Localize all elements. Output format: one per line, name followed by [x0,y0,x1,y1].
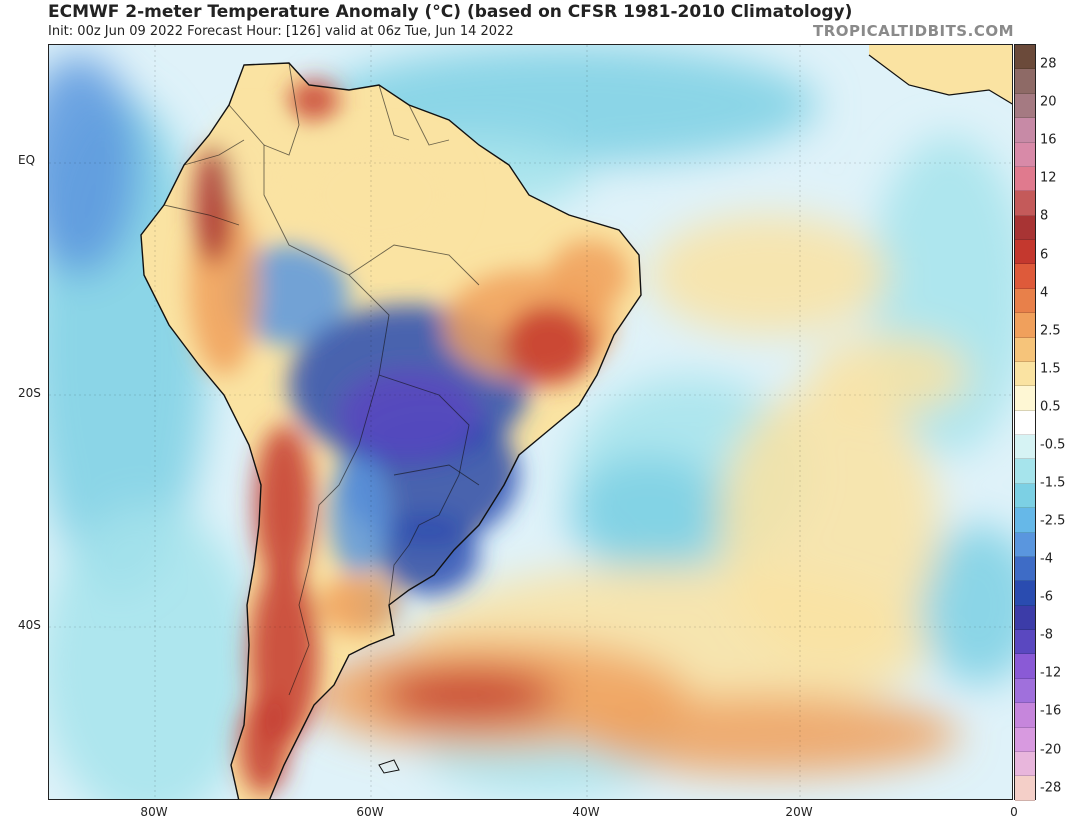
colorbar-label: -20 [1040,742,1062,758]
colorbar-segment [1015,703,1035,728]
colorbar-segment [1015,435,1035,460]
colorbar-segment [1015,776,1035,801]
lon-label-80w: 80W [140,805,168,819]
colorbar-label: -8 [1040,627,1053,643]
colorbar-label: 2.5 [1040,323,1061,339]
colorbar-segment [1015,532,1035,557]
colorbar-label: 1.5 [1040,361,1061,377]
colorbar-segment [1015,459,1035,484]
colorbar-label: -12 [1040,665,1062,681]
colorbar-segment [1015,508,1035,533]
colorbar-segment [1015,361,1035,387]
lon-label-0: 0 [1010,805,1018,819]
country-borders [163,62,480,696]
colorbar-segment [1015,556,1035,582]
colorbar-segment [1015,678,1035,704]
colorbar-label: -1.5 [1040,475,1066,491]
colorbar-segment [1015,727,1035,752]
lat-label-40s: 40S [18,618,41,632]
colorbar-segment [1015,69,1035,94]
colorbar-segment [1015,386,1035,411]
colorbar-label: 6 [1040,247,1049,263]
lon-label-60w: 60W [356,805,384,819]
colorbar-label: 12 [1040,170,1057,186]
colorbar-segment [1015,215,1035,240]
colorbar-segment [1015,654,1035,679]
south-america-anomaly [140,45,1012,799]
colorbar-label: 16 [1040,132,1057,148]
forecast-info: Init: 00z Jun 09 2022 Forecast Hour: [12… [48,24,514,39]
lat-label-20s: 20S [18,386,41,400]
lat-label-eq: EQ [18,153,36,167]
colorbar-segment [1015,264,1035,289]
colorbar-segment [1015,605,1035,630]
colorbar-label: -28 [1040,780,1062,796]
map-gridlines [49,45,1012,799]
site-credit: TROPICALTIDBITS.COM [813,22,1014,40]
colorbar-label: 28 [1040,56,1057,72]
lon-label-40w: 40W [572,805,600,819]
colorbar-segment [1015,630,1035,655]
colorbar-segment [1015,410,1035,435]
chart-title: ECMWF 2-meter Temperature Anomaly (°C) (… [48,2,853,22]
colorbar-segment [1015,337,1035,362]
colorbar-label: 4 [1040,285,1049,301]
colorbar-segment [1015,313,1035,338]
colorbar-label: -16 [1040,703,1062,719]
colorbar-label: 8 [1040,208,1049,224]
colorbar-label: 20 [1040,94,1057,110]
colorbar-segment [1015,751,1035,777]
colorbar-segment [1015,288,1035,314]
colorbar-segment [1015,191,1035,216]
colorbar-segment [1015,166,1035,192]
colorbar-segment [1015,118,1035,143]
colorbar-label: 0.5 [1040,399,1061,415]
coastline [140,62,642,799]
colorbar-segment [1015,45,1035,70]
colorbar-segment [1015,483,1035,509]
colorbar [1014,44,1036,801]
colorbar-label: -0.5 [1040,437,1066,453]
colorbar-label: -4 [1040,551,1053,567]
colorbar-label: -6 [1040,589,1053,605]
colorbar-label: -2.5 [1040,513,1066,529]
colorbar-segment [1015,240,1035,265]
colorbar-segment [1015,142,1035,167]
map-canvas [49,45,1012,799]
colorbar-segment [1015,581,1035,606]
africa-coast [869,45,1012,104]
lon-label-20w: 20W [785,805,813,819]
falkland-islands [378,759,400,774]
anomaly-map[interactable] [48,44,1013,800]
colorbar-segment [1015,93,1035,119]
